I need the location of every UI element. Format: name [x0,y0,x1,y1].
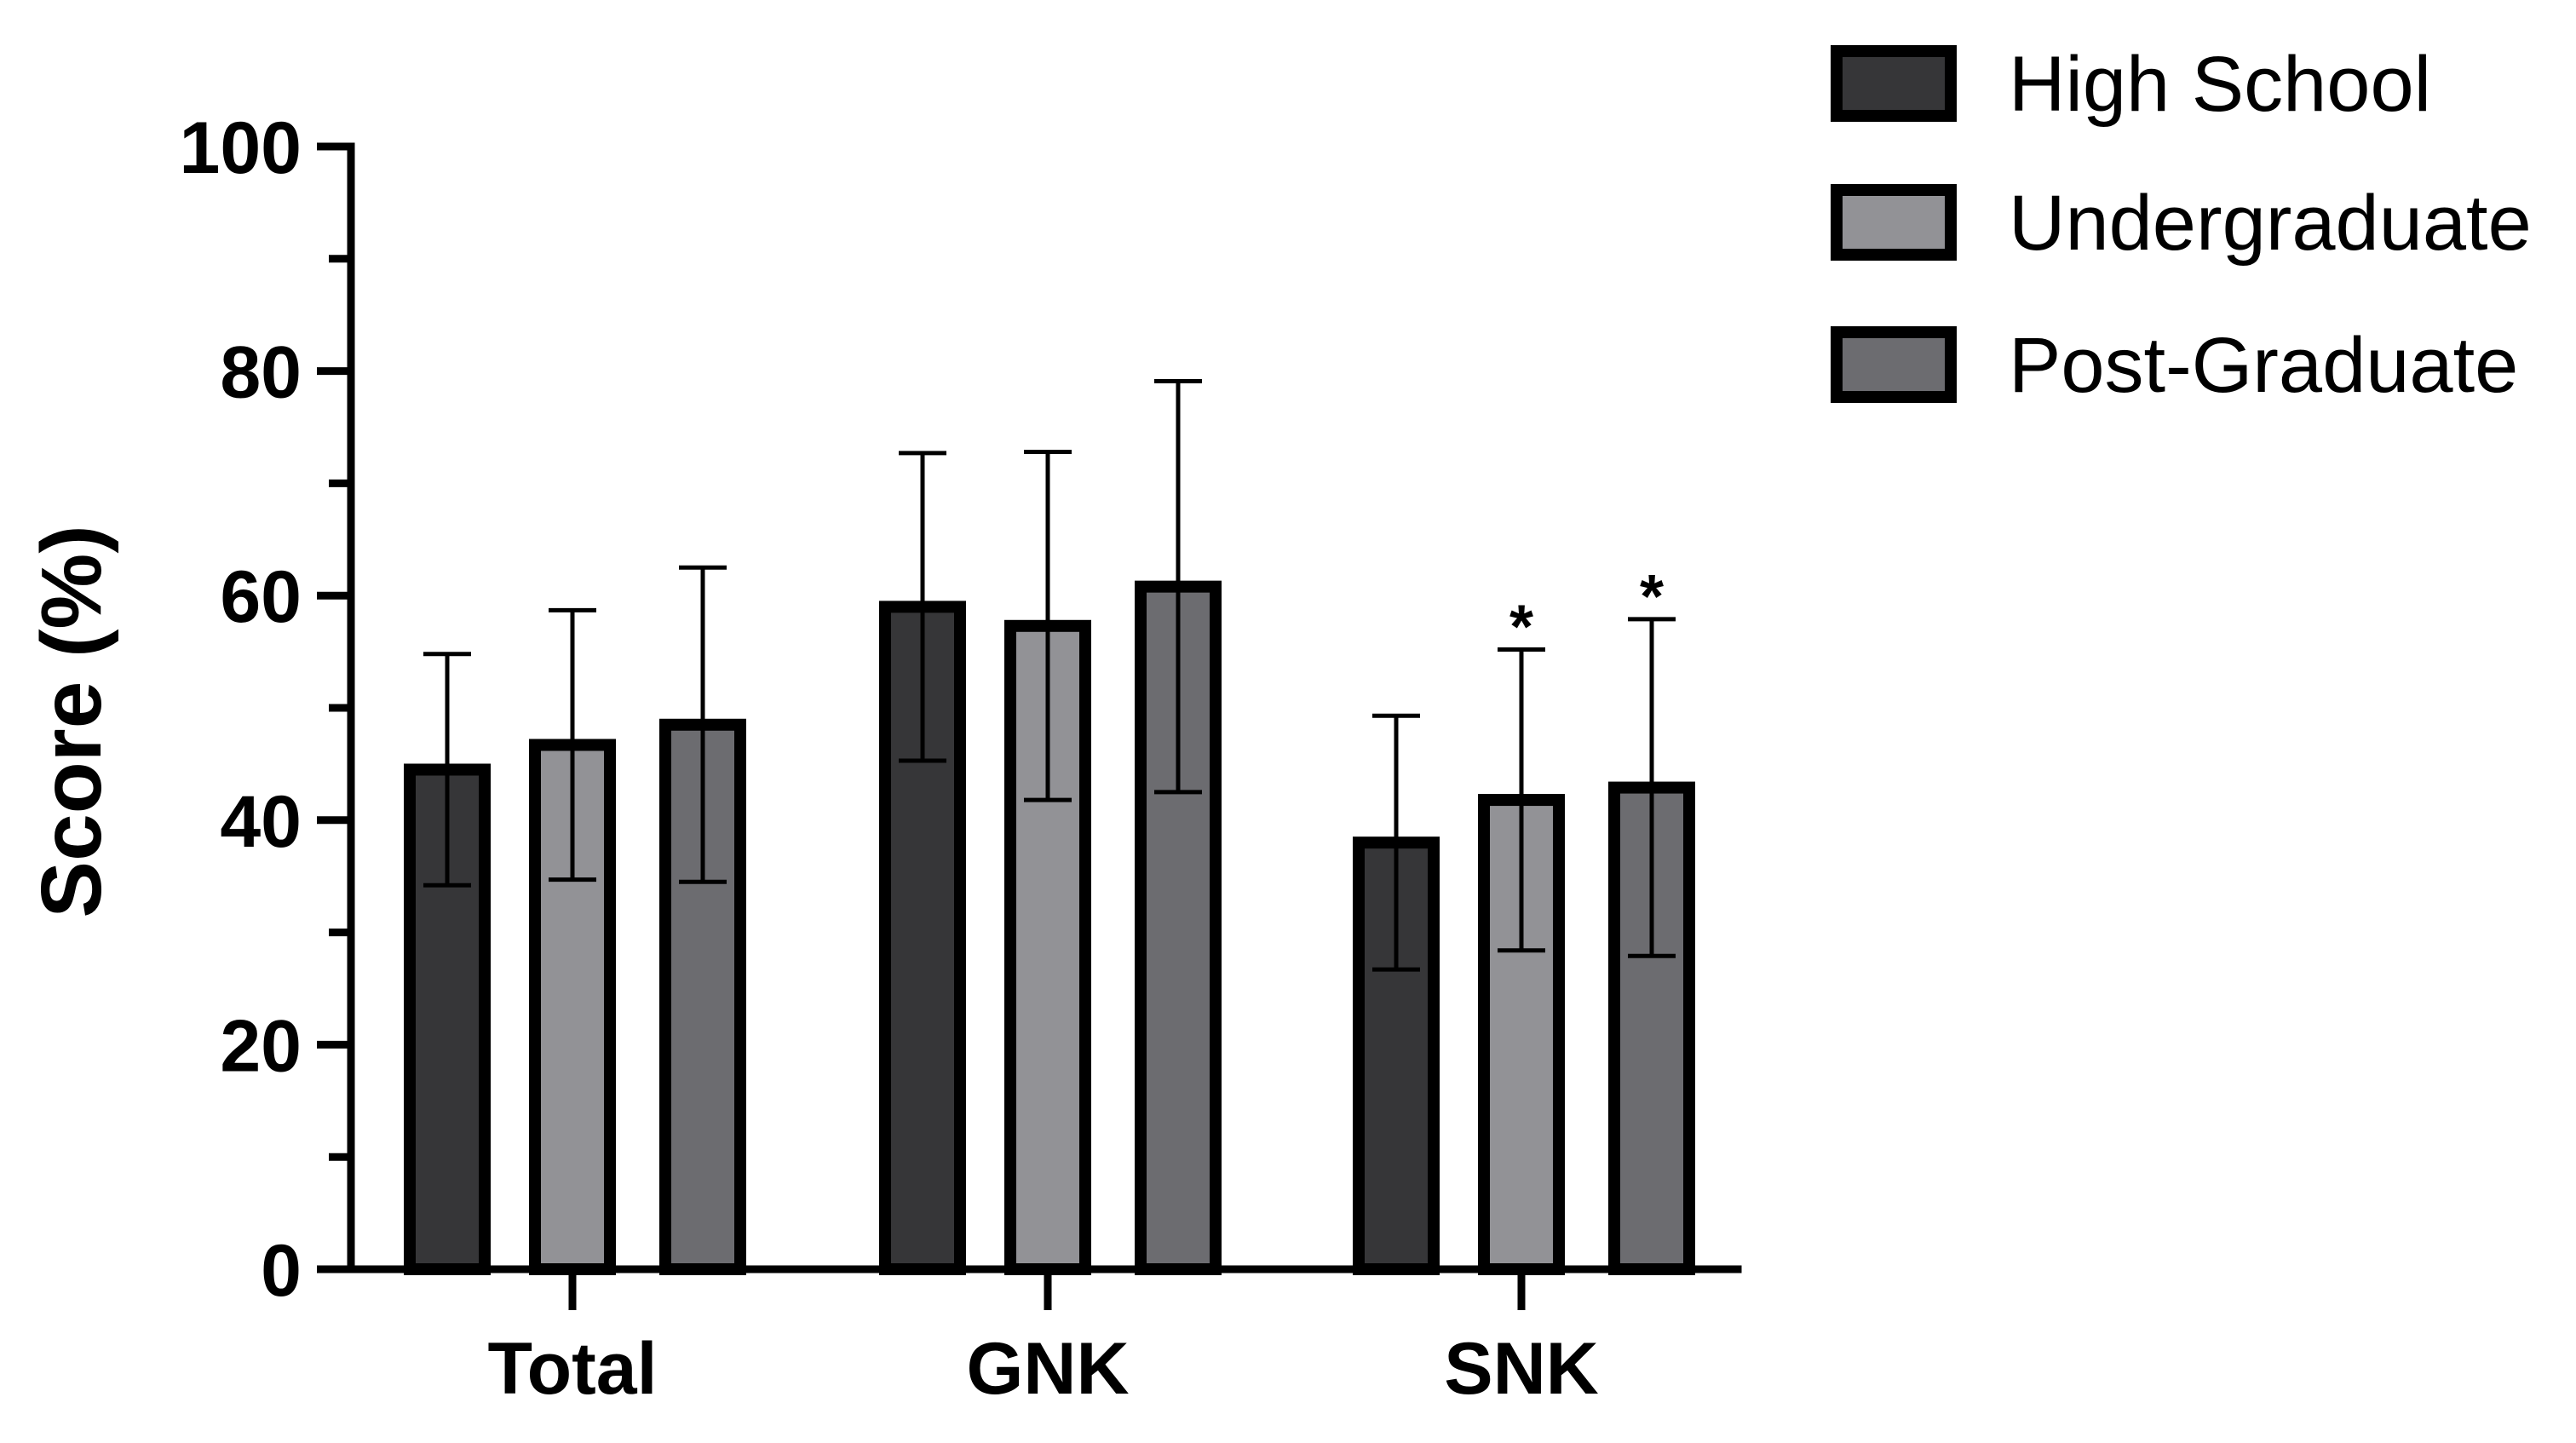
legend: High School Undergraduate Post-Graduate [1831,41,2532,409]
bar [879,601,966,1275]
x-tick-label: Total [487,1328,657,1410]
error-bars-layer [423,378,1676,972]
y-axis-title: Score (%) [24,525,119,917]
legend-label: Undergraduate [2009,180,2532,267]
y-ticks-layer: 0 20 40 60 80 100 [180,107,351,1312]
legend-swatch [1831,45,1957,122]
y-tick-label: 40 [220,781,302,863]
legend-label: Post-Graduate [2009,322,2518,409]
significance-marker: * [1640,563,1664,631]
x-tick-labels-layer: Total GNK SNK [487,1269,1599,1410]
y-tick-label: 80 [220,332,302,414]
legend-swatch [1831,184,1957,261]
legend-swatch [1831,326,1957,403]
x-tick-label: SNK [1444,1328,1599,1410]
significance-markers-layer: * * [1509,563,1664,662]
x-tick-label: GNK [966,1328,1129,1410]
y-tick-label: 60 [220,556,302,638]
significance-marker: * [1509,593,1533,661]
y-tick-label: 20 [220,1005,302,1087]
y-tick-label: 100 [180,107,302,189]
y-tick-label: 0 [261,1230,302,1312]
legend-label: High School [2009,41,2431,128]
